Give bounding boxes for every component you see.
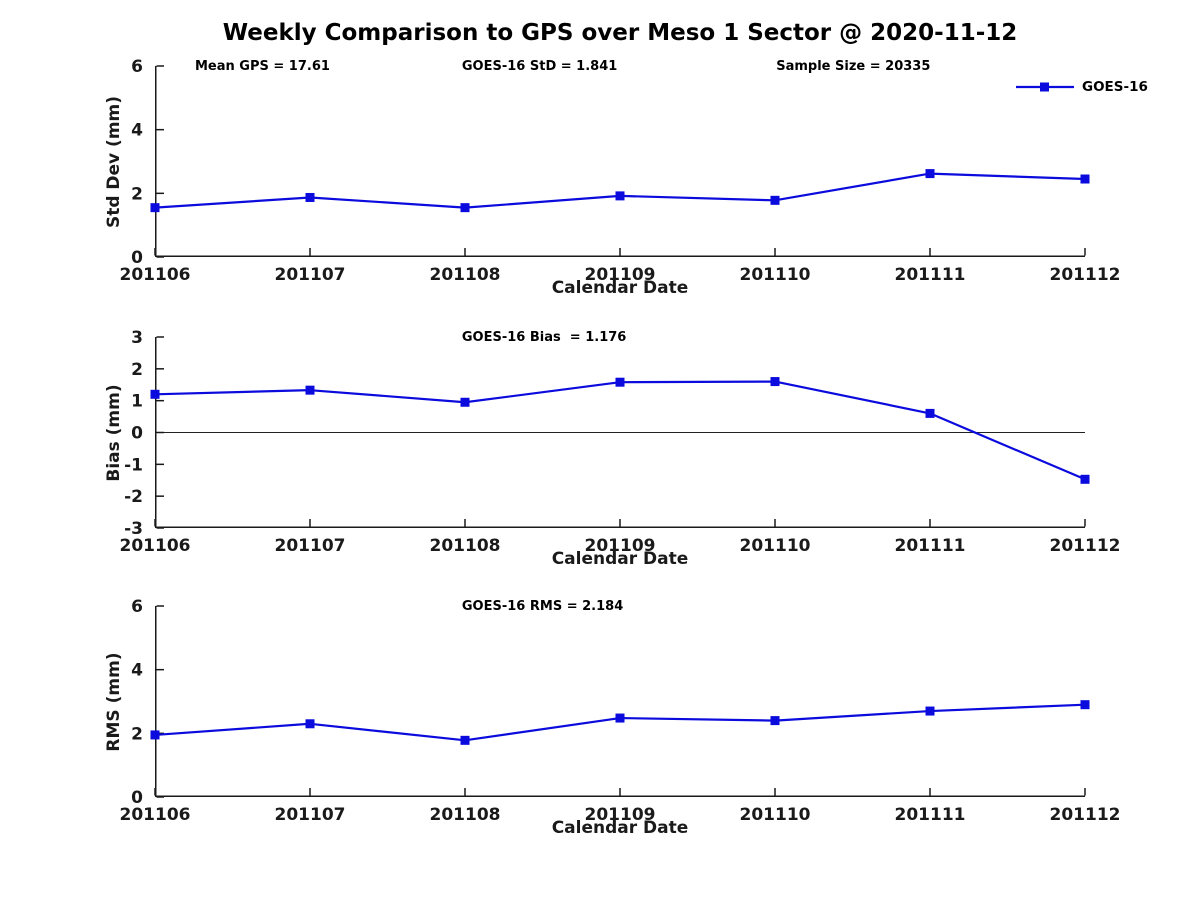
annotation-goes16-std: GOES-16 StD = 1.841 xyxy=(461,59,618,74)
data-point-marker xyxy=(770,716,780,726)
x-tick-label: 201107 xyxy=(275,805,346,825)
data-point-marker xyxy=(925,408,935,418)
series-line-goes-16 xyxy=(154,172,1086,209)
y-tick-label: 4 xyxy=(131,121,143,141)
x-tick-label: 201111 xyxy=(895,805,966,825)
figure-title: Weekly Comparison to GPS over Meso 1 Sec… xyxy=(222,20,1018,46)
data-point-marker xyxy=(305,192,315,202)
x-tick-label: 201111 xyxy=(895,265,966,285)
legend: GOES-16 xyxy=(1016,79,1148,95)
data-point-marker xyxy=(150,730,160,740)
subplot-std-dev: Std Dev (mm) 0 2 4 6 201106 201107 201108 20110… xyxy=(104,57,1121,298)
subplot-bias: Bias (mm) -3 -2 -1 0 1 2 3 201106 201107 201108 20… xyxy=(104,328,1121,569)
x-tick-label: 201111 xyxy=(895,536,966,556)
plot-area-std-dev: 0 2 4 6 201106 201107 201108 201109 201110 201111… xyxy=(120,57,1121,285)
x-tick-label: 201112 xyxy=(1050,536,1121,556)
y-tick-label: 2 xyxy=(131,360,143,380)
annotation-goes16-bias: GOES-16 Bias = 1.176 xyxy=(461,330,627,345)
x-axis-label-rms: Calendar Date xyxy=(551,818,689,838)
y-tick-label: -2 xyxy=(124,487,143,507)
legend-label: GOES-16 xyxy=(1082,79,1148,95)
x-tick-label: 201106 xyxy=(120,536,191,556)
data-point-marker xyxy=(615,377,625,387)
legend-line-marker-icon xyxy=(1016,82,1074,92)
data-point-marker xyxy=(615,713,625,723)
data-point-marker xyxy=(150,203,160,213)
y-tick-label: -1 xyxy=(124,455,143,475)
data-point-marker xyxy=(305,719,315,729)
y-tick-label: 2 xyxy=(131,184,143,204)
data-point-marker xyxy=(150,389,160,399)
y-axis-label-rms: RMS (mm) xyxy=(104,651,124,752)
y-tick-label: 3 xyxy=(131,328,143,348)
x-tick-label: 201108 xyxy=(430,536,501,556)
x-tick-label: 201109 xyxy=(585,805,656,825)
x-axis-label-std-dev: Calendar Date xyxy=(551,278,689,298)
x-tick-label: 201108 xyxy=(430,265,501,285)
y-axis-label-std-dev: Std Dev (mm) xyxy=(104,95,124,228)
annotation-goes16-rms: GOES-16 RMS = 2.184 xyxy=(461,599,624,614)
subplot-rms: RMS (mm) 0 2 4 6 201106 201107 201108 201109 201… xyxy=(104,597,1121,838)
plot-area-rms: 0 2 4 6 201106 201107 201108 201109 201110 201111… xyxy=(120,597,1121,825)
data-point-marker xyxy=(1080,474,1090,484)
x-axis-label-bias: Calendar Date xyxy=(551,549,689,569)
x-tick-label: 201110 xyxy=(740,805,811,825)
x-tick-label: 201112 xyxy=(1050,805,1121,825)
y-axis-label-bias: Bias (mm) xyxy=(104,383,124,482)
annotation-sample-size: Sample Size = 20335 xyxy=(776,59,931,74)
data-point-marker xyxy=(925,706,935,716)
data-point-marker xyxy=(925,169,935,179)
y-tick-label: 1 xyxy=(131,392,143,412)
data-point-marker xyxy=(770,377,780,387)
annotation-mean-gps: Mean GPS = 17.61 xyxy=(194,59,330,74)
data-point-marker xyxy=(1080,700,1090,710)
x-tick-label: 201107 xyxy=(275,536,346,556)
data-point-marker xyxy=(460,397,470,407)
x-tick-label: 201106 xyxy=(120,805,191,825)
data-point-marker xyxy=(615,191,625,201)
y-tick-label: 0 xyxy=(131,424,143,444)
x-tick-label: 201109 xyxy=(585,536,656,556)
y-tick-label: 0 xyxy=(131,788,143,808)
y-tick-label: 6 xyxy=(131,597,143,617)
x-tick-label: 201108 xyxy=(430,805,501,825)
y-tick-label: 2 xyxy=(131,724,143,744)
data-point-marker xyxy=(460,735,470,745)
series-line-goes-16 xyxy=(154,380,1086,481)
x-tick-label: 201112 xyxy=(1050,265,1121,285)
data-point-marker xyxy=(770,195,780,205)
data-point-marker xyxy=(460,203,470,213)
y-tick-label: 0 xyxy=(131,248,143,268)
x-tick-label: 201106 xyxy=(120,265,191,285)
x-tick-label: 201109 xyxy=(585,265,656,285)
x-tick-label: 201110 xyxy=(740,536,811,556)
data-point-marker xyxy=(305,385,315,395)
y-tick-label: 6 xyxy=(131,57,143,77)
y-tick-label: 4 xyxy=(131,661,143,681)
plot-area-bias: -3 -2 -1 0 1 2 3 201106 201107 201108 201109 201110… xyxy=(120,328,1121,556)
data-point-marker xyxy=(1080,174,1090,184)
x-tick-label: 201107 xyxy=(275,265,346,285)
x-tick-label: 201110 xyxy=(740,265,811,285)
y-tick-label: -3 xyxy=(124,519,143,539)
